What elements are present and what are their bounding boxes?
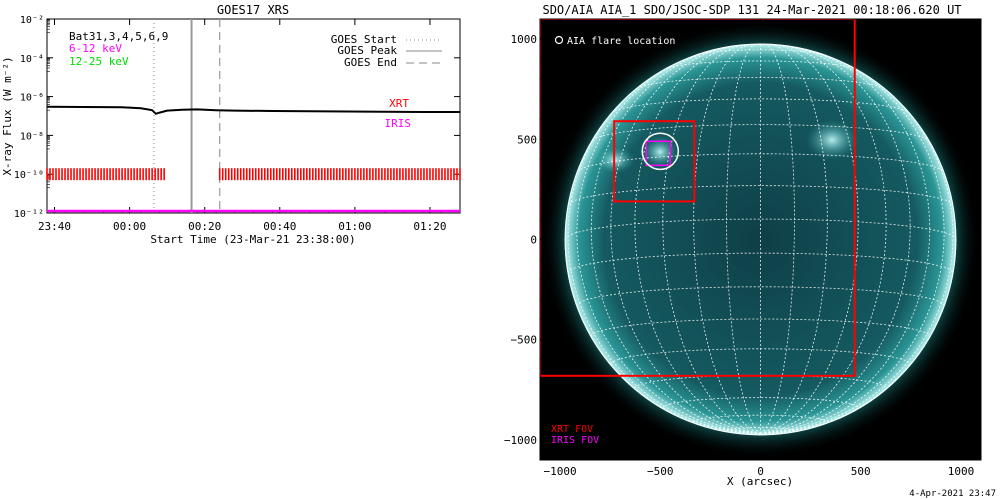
y-tick-label: 500 (517, 133, 537, 146)
legend-goes-start: GOES Start (331, 33, 397, 46)
heliographic-grid (564, 43, 957, 436)
xrt-fov-box (540, 19, 856, 377)
grid-line (576, 52, 761, 435)
iris-label: IRIS (385, 117, 412, 130)
goes-coverage-bars (46, 168, 461, 213)
grid-line (760, 239, 957, 435)
y-tick-label: 0 (530, 234, 537, 247)
iris-fov-box (645, 140, 672, 167)
grid-line (564, 239, 761, 435)
goes-flux-series (46, 105, 460, 115)
grid-line (760, 52, 945, 435)
y-tick-label: −1000 (504, 434, 537, 447)
xrt-fov-label: XRT FOV (551, 424, 593, 435)
solar-limb (564, 43, 957, 436)
y-tick-label: 10⁻² (20, 15, 44, 26)
goes-title: GOES17 XRS (217, 3, 289, 17)
grid-line (760, 74, 954, 435)
x-tick-label: 01:20 (413, 220, 446, 233)
x-tick-label: 00:20 (188, 220, 221, 233)
grid-line (760, 44, 795, 435)
y-tick-label: 1000 (511, 33, 538, 46)
x-tick-label: 1000 (948, 465, 975, 478)
xrt-fov-box (613, 120, 696, 203)
aia-panel: SDO/AIA AIA_1 SDO/JSOC-SDP 131 24-Mar-20… (504, 3, 982, 488)
grid-line (591, 124, 930, 141)
goes-y-axis: 10⁻² 10⁻⁴ 10⁻⁶ 10⁻⁸ 10⁻¹⁰ 10⁻¹² (14, 15, 460, 220)
aia-xlabel: X (arcsec) (727, 475, 793, 488)
y-tick-label: 10⁻⁶ (20, 93, 44, 104)
grid-line (564, 218, 957, 240)
y-tick-label: 10⁻⁴ (20, 54, 44, 65)
aia-axes: −1000 −500 0 500 1000 −1000 −500 0 500 1000 (504, 18, 982, 478)
aia-title: SDO/AIA AIA_1 SDO/JSOC-SDP 131 24-Mar-20… (542, 3, 961, 17)
flare-legend-label: AIA flare location (567, 36, 675, 47)
grid-line (693, 44, 761, 435)
legend-goes-peak: GOES Peak (337, 44, 397, 57)
y-tick-label: 10⁻¹⁰ (14, 170, 44, 181)
grid-line (590, 46, 761, 435)
goes-event-lines (153, 19, 221, 213)
x-tick-label: 23:40 (38, 220, 71, 233)
energy-label-12-25: 12-25 keV (69, 55, 129, 68)
grid-line (760, 44, 887, 435)
grid-line (760, 44, 828, 435)
y-tick-label: 10⁻⁸ (20, 131, 44, 142)
x-tick-label: −500 (647, 465, 674, 478)
x-tick-label: 01:00 (338, 220, 371, 233)
energy-label-6-12: 6-12 keV (69, 42, 122, 55)
grid-line (760, 46, 931, 435)
grid-line (567, 74, 761, 435)
grid-line (760, 44, 859, 435)
fov-boxes (540, 19, 856, 377)
active-region-right (806, 120, 858, 160)
x-tick-label: 00:00 (113, 220, 146, 233)
flare-legend-icon (554, 35, 564, 45)
bat-label: Bat31,3,4,5,6,9 (69, 30, 168, 43)
x-tick-label: 0 (757, 465, 764, 478)
goes-ylabel: X-ray Flux (W m⁻²) (1, 56, 14, 175)
iris-fov-label: IRIS FOV (551, 435, 599, 446)
goes-x-axis: 23:40 00:00 00:20 00:40 01:00 01:20 (38, 19, 461, 233)
grid-line (662, 44, 761, 435)
goes-xlabel: Start Time (23-Mar-21 23:38:00) (150, 233, 355, 246)
grid-line (610, 46, 761, 435)
active-region-flare (642, 136, 678, 168)
goes-panel: GOES17 XRS 10⁻² 10⁻⁴ 10⁻⁶ 10⁻⁸ 10⁻¹⁰ 10⁻¹² 23… (1, 3, 461, 246)
aia-flare-location-marker (641, 132, 680, 171)
grid-line (634, 44, 761, 435)
x-tick-label: 00:40 (263, 220, 296, 233)
y-tick-label: −500 (511, 334, 538, 347)
footer-date: 4-Apr-2021 23:47 (909, 489, 996, 499)
grid-line (726, 44, 761, 435)
grid-line (662, 397, 859, 408)
grid-line (634, 374, 887, 389)
legend-goes-end: GOES End (344, 56, 397, 69)
goes-series (46, 105, 460, 115)
x-tick-label: 500 (851, 465, 871, 478)
xrt-label: XRT (389, 97, 409, 110)
y-tick-label: 10⁻¹² (14, 209, 44, 220)
x-tick-label: −1000 (543, 465, 576, 478)
grid-line (760, 46, 911, 435)
